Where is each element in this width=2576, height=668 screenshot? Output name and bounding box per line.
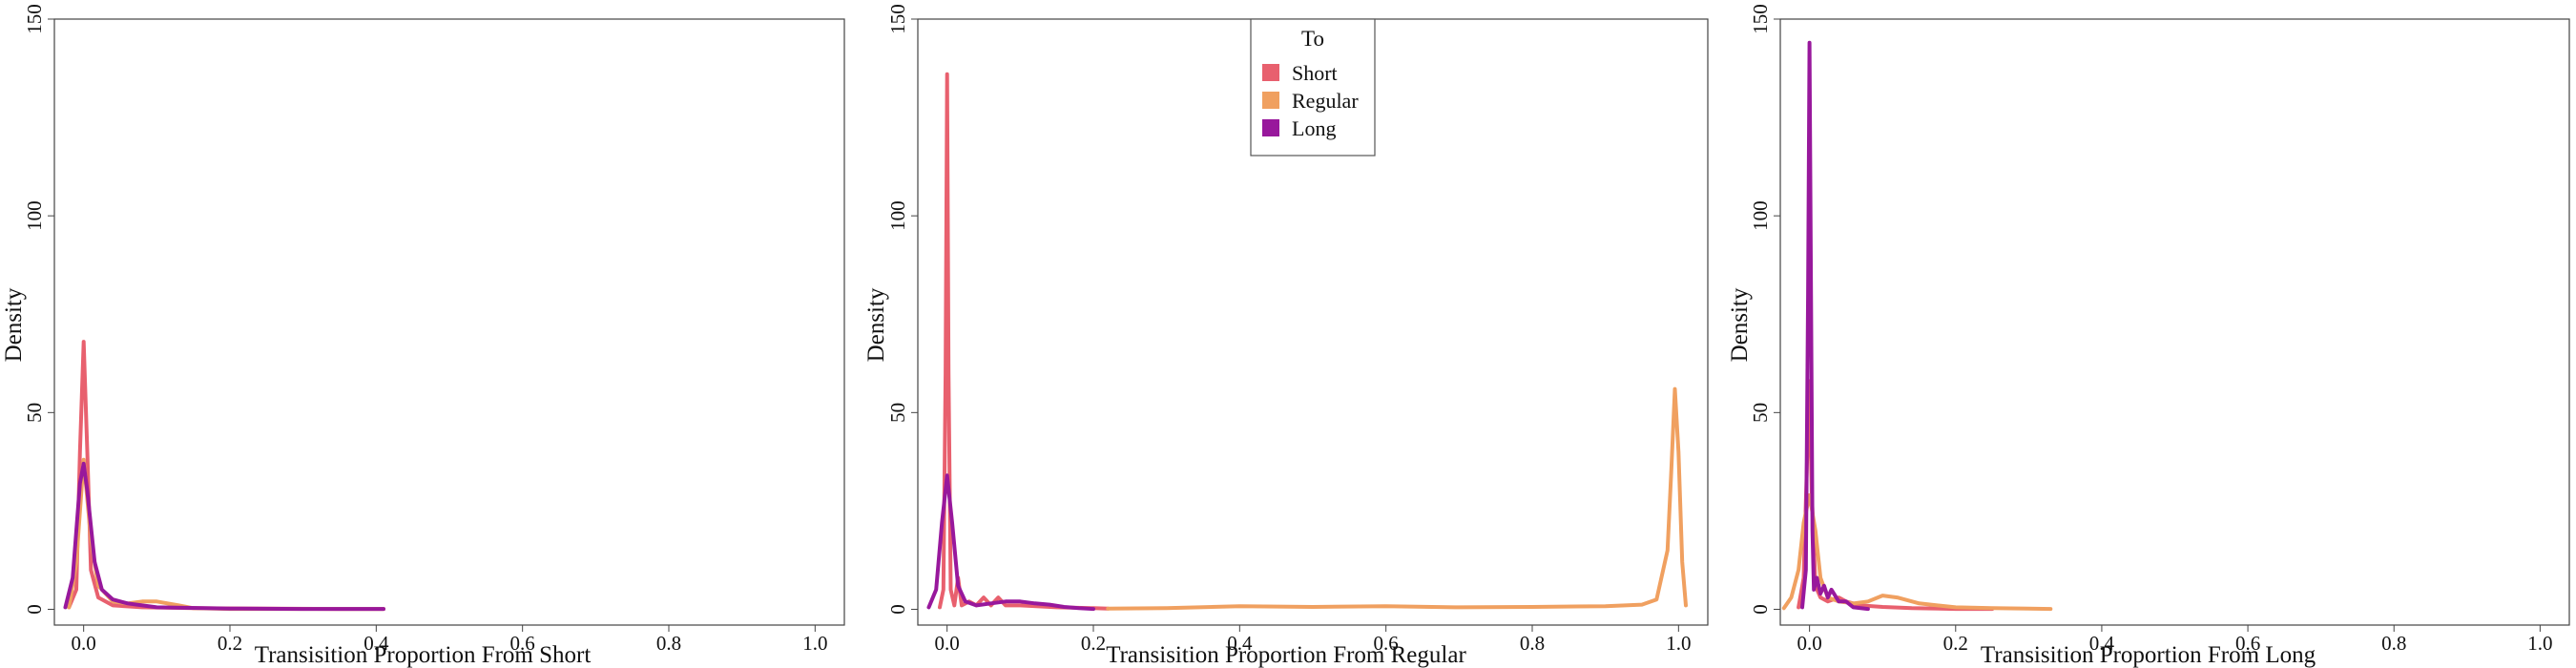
density-line-regular bbox=[1106, 386, 1688, 611]
density-line-long bbox=[63, 461, 385, 612]
density-line-regular bbox=[67, 457, 385, 612]
chart-panel-3: 0 50 100 150 0.0 0.2 0.4 0.6 0.8 1.0 Transisition … bbox=[1727, 4, 2570, 668]
density-line-short bbox=[67, 340, 385, 612]
legend-title: To bbox=[1301, 27, 1324, 51]
y-tick-label: 100 bbox=[1749, 200, 1772, 231]
y-tick-label: 100 bbox=[886, 200, 909, 231]
plot-frame bbox=[53, 18, 845, 626]
density-line-regular bbox=[1781, 492, 2053, 612]
chart-panel-2: 0 50 100 150 0.0 0.2 0.4 0.6 0.8 1.0 Transisition … bbox=[863, 4, 1709, 668]
x-tick-label: 0.0 bbox=[72, 632, 96, 655]
y-tick-label: 150 bbox=[1749, 4, 1772, 34]
plot-frame bbox=[1779, 18, 2570, 626]
x-axis-title: Transisition Proportion From Long bbox=[1981, 642, 2316, 668]
x-tick-label: 1.0 bbox=[1666, 632, 1691, 655]
x-tick-label: 0.6 bbox=[2235, 632, 2260, 655]
legend-label-short: Short bbox=[1292, 61, 1338, 85]
y-axis-title: Density bbox=[863, 287, 889, 362]
y-tick-label: 150 bbox=[886, 4, 909, 34]
y-tick-label: 0 bbox=[23, 604, 46, 615]
legend-swatch-long bbox=[1262, 119, 1279, 136]
density-line-short bbox=[938, 72, 1111, 611]
y-tick-label: 50 bbox=[1749, 403, 1772, 423]
x-tick-label: 0.6 bbox=[510, 632, 535, 655]
x-tick-label: 0.4 bbox=[1227, 632, 1253, 655]
x-tick-label: 0.0 bbox=[935, 632, 960, 655]
y-tick-label: 150 bbox=[23, 4, 46, 34]
x-tick-label: 0.8 bbox=[656, 632, 681, 655]
x-tick-label: 0.2 bbox=[218, 632, 242, 655]
density-line-long bbox=[1800, 40, 1870, 612]
y-tick-label: 0 bbox=[886, 604, 909, 615]
legend-swatch-regular bbox=[1262, 92, 1279, 109]
density-line-short bbox=[1797, 379, 1995, 612]
x-tick-label: 1.0 bbox=[2527, 632, 2552, 655]
legend: To Short Regular Long bbox=[1250, 18, 1376, 157]
x-axis-title: Transisition Proportion From Short bbox=[255, 642, 592, 668]
y-tick-label: 50 bbox=[23, 403, 46, 423]
x-tick-label: 1.0 bbox=[802, 632, 827, 655]
x-tick-label: 0.2 bbox=[1943, 632, 1968, 655]
density-line-long bbox=[926, 473, 1095, 612]
y-axis-title: Density bbox=[1727, 287, 1753, 362]
y-tick-label: 50 bbox=[886, 403, 909, 423]
y-tick-label: 0 bbox=[1749, 604, 1772, 615]
x-tick-label: 0.4 bbox=[2089, 632, 2115, 655]
y-axis-title: Density bbox=[1, 287, 27, 362]
x-tick-label: 0.6 bbox=[1374, 632, 1399, 655]
legend-label-regular: Regular bbox=[1292, 89, 1359, 113]
legend-swatch-short bbox=[1262, 64, 1279, 81]
x-tick-label: 0.8 bbox=[1520, 632, 1545, 655]
x-axis-title: Transisition Proportion From Regular bbox=[1106, 642, 1466, 668]
legend-label-long: Long bbox=[1292, 116, 1336, 140]
chart-panel-1: 0 50 100 150 0.0 0.2 0.4 0.6 0.8 1.0 Transisition … bbox=[1, 4, 845, 668]
x-tick-label: 0.2 bbox=[1081, 632, 1106, 655]
x-tick-label: 0.8 bbox=[2381, 632, 2406, 655]
x-tick-label: 0.4 bbox=[364, 632, 389, 655]
y-tick-label: 100 bbox=[23, 200, 46, 231]
x-tick-label: 0.0 bbox=[1797, 632, 1822, 655]
